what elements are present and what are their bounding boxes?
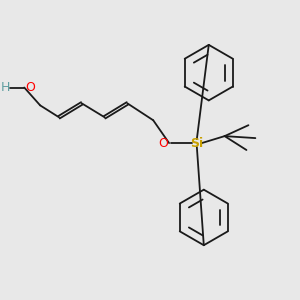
Text: H: H [1,81,10,94]
Text: Si: Si [190,136,203,150]
Text: O: O [25,81,35,94]
Text: O: O [158,136,168,150]
